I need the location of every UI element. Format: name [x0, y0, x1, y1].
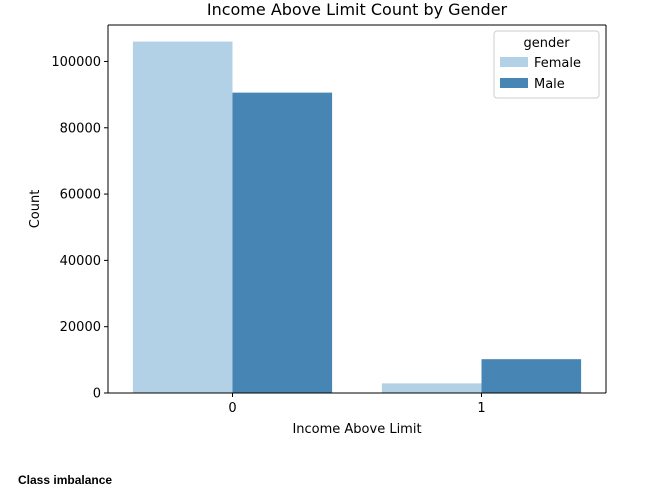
y-tick-label: 60000 — [60, 188, 101, 203]
chart-title: Income Above Limit Count by Gender — [207, 0, 508, 19]
legend-label-male: Male — [534, 77, 565, 92]
y-axis-label: Count — [28, 190, 43, 229]
bar-chart: 0 20000 40000 60000 80000 100000 0 1 Income Abov… — [28, 0, 607, 437]
x-axis-label: Income Above Limit — [292, 422, 421, 437]
legend-swatch-male — [500, 78, 528, 88]
y-tick-label: 80000 — [60, 121, 101, 136]
legend-label-female: Female — [534, 56, 581, 71]
y-tick-label: 0 — [93, 387, 101, 402]
bar-female-0 — [132, 41, 233, 394]
bar-male-1 — [481, 359, 582, 393]
chart-caption: Class imbalance — [18, 473, 113, 487]
legend-title: gender — [523, 36, 570, 51]
y-tick-label: 100000 — [51, 55, 101, 70]
x-tick-label: 1 — [477, 401, 485, 416]
y-tick-label: 40000 — [60, 254, 101, 269]
bar-female-1 — [381, 383, 482, 393]
y-tick-label: 20000 — [60, 320, 101, 335]
legend-swatch-female — [500, 57, 528, 67]
x-tick-label: 0 — [228, 401, 236, 416]
chart-container: 0 20000 40000 60000 80000 100000 0 1 Income Abov… — [28, 0, 607, 437]
bar-male-0 — [232, 92, 333, 393]
